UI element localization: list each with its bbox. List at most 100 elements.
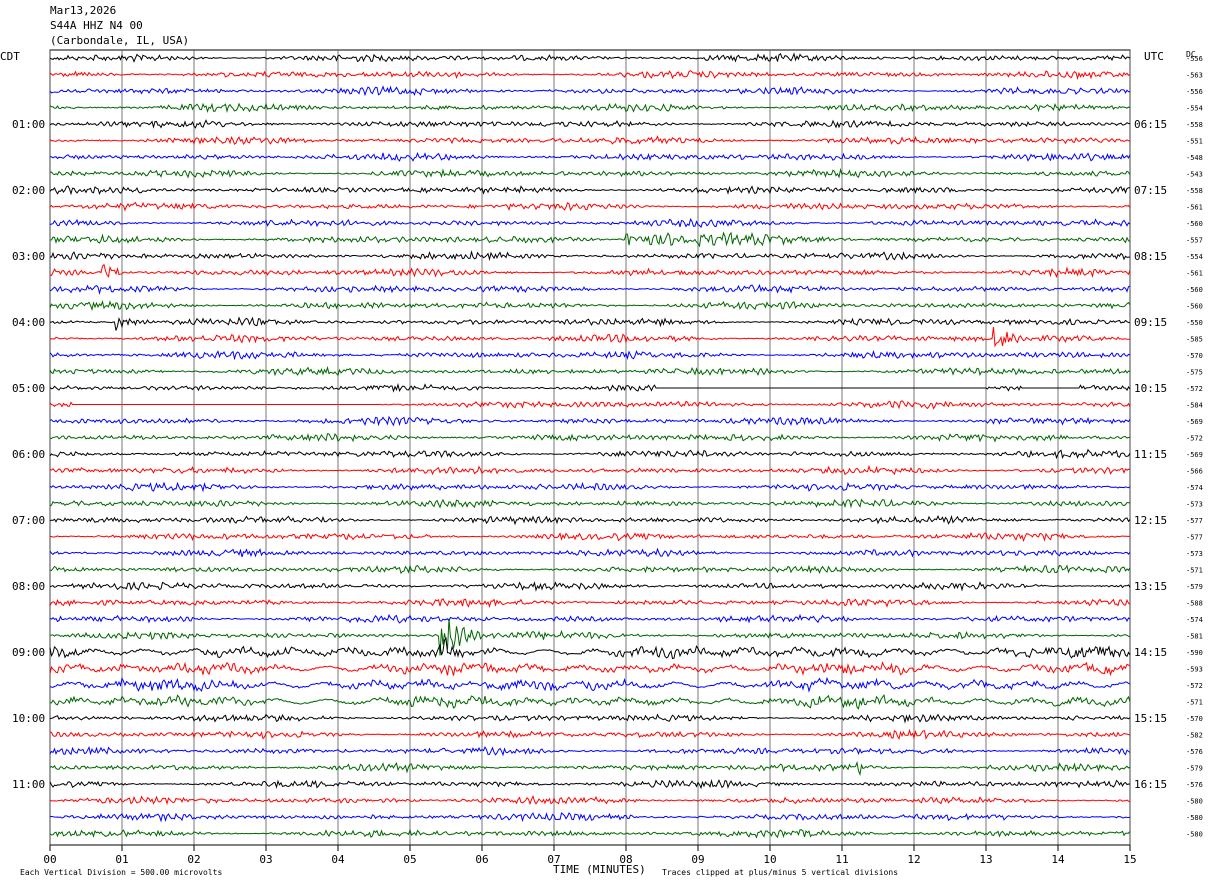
trace-row — [49, 464, 1131, 476]
right-hour-label: 06:15 — [1134, 118, 1167, 131]
x-axis-title: TIME (MINUTES) — [553, 863, 646, 876]
right-timezone-label: UTC — [1144, 50, 1164, 63]
left-hour-label: 03:00 — [12, 250, 45, 263]
left-timezone-label: CDT — [0, 50, 20, 63]
trace-row — [49, 778, 1131, 790]
x-tick-label: 10 — [763, 853, 776, 866]
dc-offset-label: -566 — [1186, 468, 1203, 476]
dc-offset-label: -571 — [1186, 567, 1203, 575]
x-tick-label: 01 — [115, 853, 128, 866]
trace-row — [49, 102, 1131, 114]
right-hour-label: 09:15 — [1134, 316, 1167, 329]
dc-offset-label: -569 — [1186, 418, 1203, 426]
right-hour-label: 16:15 — [1134, 778, 1167, 791]
left-hour-label: 04:00 — [12, 316, 45, 329]
trace-row — [49, 135, 1131, 146]
trace-row — [49, 167, 1131, 179]
trace-row — [49, 564, 1131, 575]
dc-offset-label: -585 — [1186, 336, 1203, 344]
dc-offset-label: -593 — [1186, 666, 1203, 674]
dc-offset-label: -576 — [1186, 781, 1203, 789]
right-hour-label: 08:15 — [1134, 250, 1167, 263]
trace-row — [50, 693, 1131, 710]
header-location: (Carbondale, IL, USA) — [50, 34, 190, 47]
x-tick-label: 06 — [475, 853, 488, 866]
dc-offset-label: -558 — [1186, 187, 1203, 195]
left-hour-label: 09:00 — [12, 646, 45, 659]
trace-row — [49, 676, 1131, 693]
dc-offset-label: -561 — [1186, 270, 1203, 278]
clip-note: Traces clipped at plus/minus 5 vertical … — [662, 868, 899, 877]
dc-offset-label: -572 — [1186, 682, 1203, 690]
dc-offset-label: -556 — [1186, 55, 1203, 63]
dc-offset-label: -574 — [1186, 616, 1203, 624]
dc-offset-label: -550 — [1186, 319, 1203, 327]
x-tick-label: 00 — [43, 853, 56, 866]
dc-offset-label: -577 — [1186, 534, 1203, 542]
dc-offset-label: -543 — [1186, 171, 1203, 179]
header-channel: S44A HHZ N4 00 — [50, 19, 143, 32]
dc-offset-label: -572 — [1186, 385, 1203, 393]
right-hour-label: 12:15 — [1134, 514, 1167, 527]
trace-row — [50, 728, 1131, 741]
trace-row — [49, 327, 1131, 348]
dc-offset-label: -557 — [1186, 237, 1203, 245]
dc-offset-label: -575 — [1186, 369, 1203, 377]
trace-row — [49, 812, 1131, 823]
dc-offset-label: -569 — [1186, 451, 1203, 459]
trace-row — [49, 250, 1130, 262]
dc-offset-label: -570 — [1186, 715, 1203, 723]
trace-row — [49, 531, 1131, 543]
x-tick-label: 13 — [979, 853, 992, 866]
trace-row — [49, 597, 1131, 608]
dc-offset-label: -554 — [1186, 253, 1203, 261]
trace-row — [49, 151, 1131, 162]
trace-row — [49, 481, 1131, 493]
dc-offset-label: -582 — [1186, 732, 1203, 740]
x-tick-label: 03 — [259, 853, 272, 866]
right-hour-label: 14:15 — [1134, 646, 1167, 659]
trace-row — [49, 713, 1131, 724]
dc-offset-label: -590 — [1186, 649, 1203, 657]
trace-row — [49, 349, 1131, 361]
dc-offset-label: -560 — [1186, 286, 1203, 294]
trace-row — [49, 760, 1131, 777]
trace-row — [49, 283, 1131, 295]
dc-offset-label: -573 — [1186, 550, 1203, 558]
trace-row — [49, 316, 1131, 331]
left-hour-label: 10:00 — [12, 712, 45, 725]
dc-offset-label: -551 — [1186, 138, 1203, 146]
dc-offset-label: -576 — [1186, 748, 1203, 756]
scale-note: Each Vertical Division = 500.00 microvol… — [20, 868, 223, 877]
right-hour-label: 11:15 — [1134, 448, 1167, 461]
x-tick-label: 14 — [1051, 853, 1065, 866]
trace-row — [49, 299, 1131, 312]
dc-offset-label: -560 — [1186, 220, 1203, 228]
dc-offset-label: -563 — [1186, 72, 1203, 80]
trace-row — [49, 70, 1131, 81]
right-hour-label: 13:15 — [1134, 580, 1167, 593]
x-tick-label: 04 — [331, 853, 345, 866]
trace-row — [49, 365, 1131, 377]
axis-labels: 00 01 02 03 04 05 06 07 08 09 10 11 12 13 14 15 -556 -563… — [12, 55, 1203, 866]
x-tick-label: 15 — [1123, 853, 1136, 866]
trace-row — [49, 636, 1131, 660]
dc-offset-label: -580 — [1186, 814, 1203, 822]
trace-row — [49, 231, 1131, 248]
dc-offset-label: -560 — [1186, 303, 1203, 311]
dc-offset-label: -558 — [1186, 121, 1203, 129]
dc-offset-label: -580 — [1186, 798, 1203, 806]
right-hour-label: 10:15 — [1134, 382, 1167, 395]
trace-row — [49, 547, 1131, 558]
trace-row — [49, 415, 1131, 427]
dc-offset-label: -572 — [1186, 435, 1203, 443]
x-tick-label: 08 — [619, 853, 632, 866]
dc-offset-label: -579 — [1186, 583, 1203, 591]
x-tick-label: 11 — [835, 853, 848, 866]
dc-offset-label: -584 — [1186, 402, 1203, 410]
trace-row — [49, 745, 1131, 757]
trace-row — [49, 661, 1131, 677]
dc-offset-label: -588 — [1186, 600, 1203, 608]
trace-row — [49, 613, 1131, 624]
trace-row — [49, 618, 1131, 656]
